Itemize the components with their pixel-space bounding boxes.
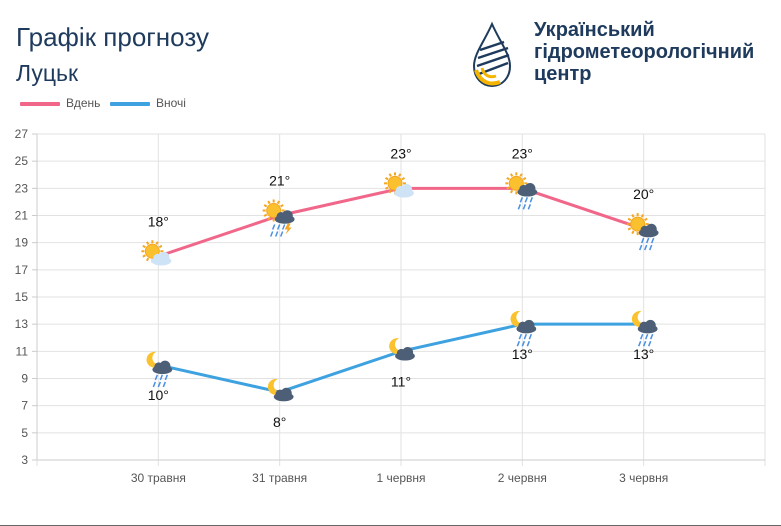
sun-thunder-rain-icon [262,199,295,237]
logo-line-2: гідрометеорологічний [534,41,755,63]
moon-cloud-icon [267,378,294,402]
forecast-chart: 3 5 7 9 11 13 15 17 19 21 23 25 27 30 травня 31 травня… [15,127,766,485]
day-temp-label: 21° [269,173,290,189]
y-tick-label: 25 [15,154,29,168]
day-temp-label: 23° [390,145,411,161]
x-tick-label: 30 травня [131,471,186,485]
sun-cloud-icon [141,240,172,266]
legend-label-day: Вдень [66,96,101,110]
day-temp-label: 20° [633,186,654,202]
y-tick-label: 23 [15,181,29,195]
y-tick-label: 11 [16,344,29,358]
logo-line-1: Український [534,19,655,41]
x-tick-label: 2 червня [498,471,547,485]
x-tick-label: 31 травня [252,471,307,485]
y-tick-label: 13 [15,317,29,331]
night-temp-label: 13° [512,346,533,362]
sun-rain-icon [626,213,659,251]
y-tick-label: 19 [15,236,29,250]
x-tick-label: 1 червня [376,471,425,485]
city-name: Луцьк [16,60,79,86]
sun-cloud-icon [384,172,414,198]
hydromet-logo-icon [472,21,512,88]
night-temp-label: 8° [273,414,286,430]
logo-drop-mark [472,21,512,88]
moon-rain-icon [631,310,658,347]
page-title: Графік прогнозу [16,22,209,52]
y-tick-label: 7 [21,399,28,413]
day-temp-label: 18° [148,213,169,229]
moon-rain-icon [146,351,173,388]
y-tick-label: 3 [21,453,28,467]
x-tick-label: 3 червня [619,471,668,485]
night-temp-label: 11° [391,373,411,389]
legend-swatch-night [110,101,150,106]
y-tick-label: 15 [15,290,29,304]
night-temp-label: 13° [633,346,654,362]
y-tick-label: 27 [15,127,29,141]
y-tick-label: 5 [21,426,28,440]
y-tick-label: 9 [21,372,28,386]
logo-text: Український гідрометеорологічний центр [534,19,754,85]
y-tick-label: 21 [15,209,29,223]
legend-label-night: Вночі [156,96,186,110]
night-temp-label: 10° [148,387,169,403]
legend-item-night[interactable]: Вночі [110,96,186,110]
day-temp-label: 23° [512,145,533,161]
sun-rain-icon [505,172,538,210]
moon-rain-icon [510,310,537,347]
legend-item-day[interactable]: Вдень [20,96,100,110]
logo-line-3: центр [534,63,592,85]
moon-cloud-icon [389,338,415,361]
y-tick-label: 17 [15,263,29,277]
legend-swatch-day [20,101,60,106]
